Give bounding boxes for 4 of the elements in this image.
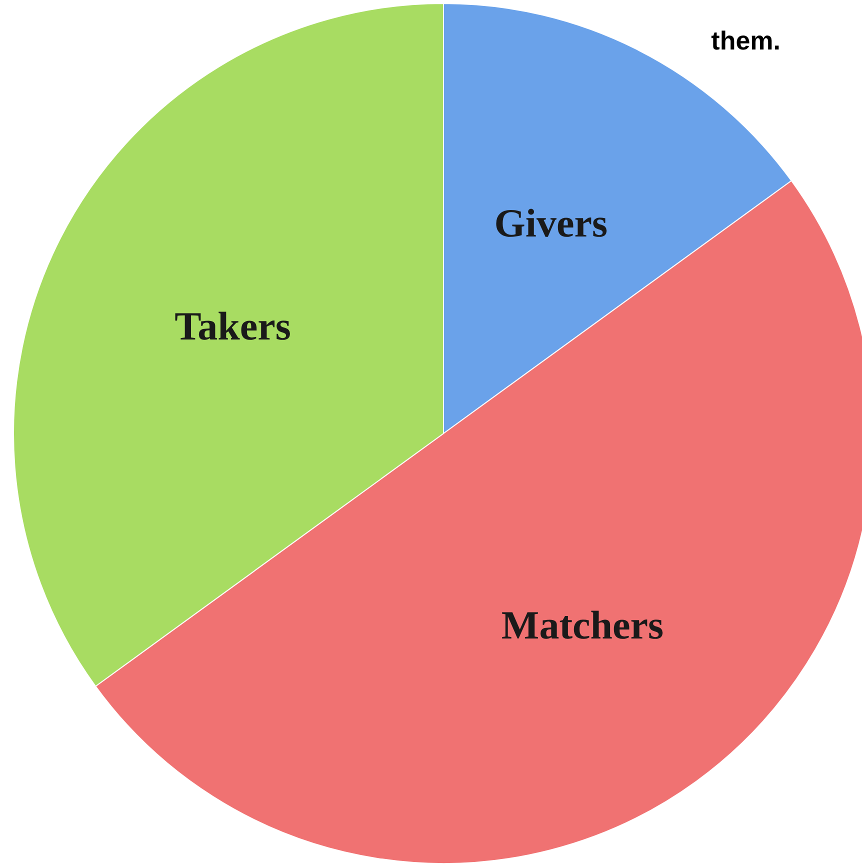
text: them.: [711, 26, 780, 56]
slice-label: Givers: [494, 200, 608, 246]
slice-label: Takers: [174, 304, 291, 349]
slice-label: Matchers: [501, 602, 664, 648]
